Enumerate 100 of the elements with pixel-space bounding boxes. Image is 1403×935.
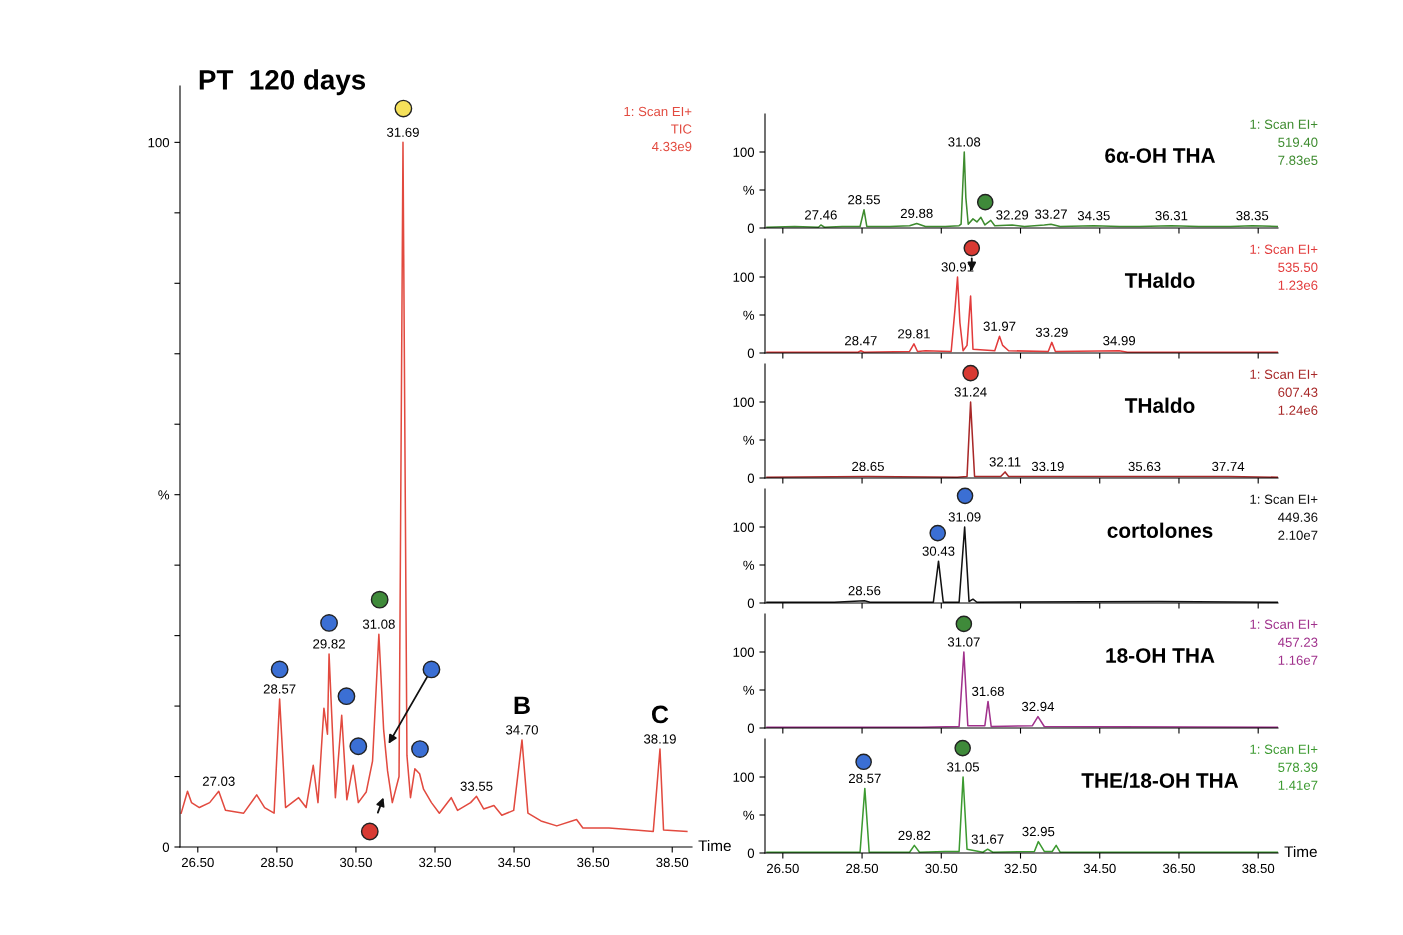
y-tick-label: 0 bbox=[747, 598, 755, 608]
annotation: 36.31 bbox=[1155, 210, 1188, 221]
annotation: 4.33e9 bbox=[651, 141, 692, 152]
annotation: 27.46 bbox=[805, 210, 837, 220]
text: THaldo bbox=[1124, 272, 1195, 288]
annotation: 32.11 bbox=[989, 457, 1021, 467]
annotation: 32.95 bbox=[1022, 826, 1055, 837]
text: cortolones bbox=[1107, 522, 1213, 538]
annotation: 29.82 bbox=[898, 830, 931, 841]
y-tick-label: % bbox=[743, 560, 755, 570]
x-tick-label: 30.50 bbox=[339, 857, 372, 868]
text: 607.43 bbox=[1278, 387, 1318, 397]
y-tick-label: 100 bbox=[733, 647, 755, 657]
x-tick-label: 34.50 bbox=[1083, 863, 1116, 874]
annotation: B bbox=[514, 696, 530, 714]
annotation: 1: Scan EI+ bbox=[1250, 744, 1318, 754]
x-tick-label: 36.50 bbox=[1162, 863, 1195, 874]
text: 578.39 bbox=[1278, 762, 1318, 772]
text: 18-OH THA bbox=[1106, 648, 1215, 663]
annotation: 38.35 bbox=[1236, 210, 1269, 221]
annotation: 28.57 bbox=[848, 773, 881, 784]
annotation: 28.47 bbox=[845, 335, 877, 346]
annotation: 33.27 bbox=[1035, 209, 1067, 219]
y-tick-label: 0 bbox=[162, 842, 170, 852]
annotation: 31.97 bbox=[983, 321, 1016, 331]
y-tick-label: % bbox=[158, 490, 170, 500]
text: 2.10e7 bbox=[1278, 530, 1318, 540]
y-tick-label: % bbox=[743, 435, 755, 445]
annotation: 457.23 bbox=[1277, 637, 1318, 647]
y-tick-label: 100 bbox=[733, 272, 755, 282]
annotation: 28.55 bbox=[848, 195, 880, 205]
annotation: 30.43 bbox=[922, 546, 955, 556]
annotation: 28.56 bbox=[848, 585, 881, 596]
annotation: 34.70 bbox=[505, 725, 538, 735]
annotation: 1: Scan EI+ bbox=[1250, 244, 1318, 254]
annotation: 28.57 bbox=[263, 684, 296, 694]
text: 6α-OH THA bbox=[1105, 148, 1216, 163]
x-tick-label: 36.50 bbox=[577, 857, 610, 868]
y-tick-label: 100 bbox=[733, 147, 755, 157]
y-tick-label: % bbox=[743, 810, 755, 820]
x-tick-label: 26.50 bbox=[181, 857, 214, 868]
annotation: 32.29 bbox=[996, 210, 1029, 220]
annotation: 29.82 bbox=[313, 639, 345, 649]
annotation: 34.99 bbox=[1103, 335, 1136, 346]
x-tick-label: 28.50 bbox=[261, 857, 293, 868]
x-tick-label: 38.50 bbox=[1242, 863, 1275, 874]
y-tick-label: % bbox=[743, 685, 755, 695]
x-tick-label: 34.50 bbox=[498, 857, 531, 868]
y-tick-label: % bbox=[743, 185, 755, 195]
annotation: C bbox=[651, 705, 669, 724]
x-axis-title: Time bbox=[698, 839, 731, 852]
annotation: 1: Scan EI+ bbox=[1250, 119, 1318, 129]
x-tick-label: 30.50 bbox=[925, 863, 958, 874]
text: THE/18-OH THA bbox=[1081, 772, 1239, 789]
annotation: 31.09 bbox=[948, 512, 981, 522]
annotation: 31.68 bbox=[972, 686, 1004, 697]
y-tick-label: 0 bbox=[747, 348, 755, 358]
annotation: 28.65 bbox=[852, 461, 884, 472]
annotation: 31.08 bbox=[362, 619, 395, 629]
annotation: 31.07 bbox=[947, 637, 980, 647]
text: 1.16e7 bbox=[1278, 655, 1318, 665]
annotation: 29.88 bbox=[900, 208, 933, 219]
annotation: 1: Scan EI+ bbox=[1250, 494, 1318, 504]
annotation: 38.19 bbox=[643, 734, 676, 744]
annotation: 1: Scan EI+ bbox=[1250, 369, 1318, 379]
y-tick-label: 100 bbox=[733, 522, 755, 532]
annotation: 31.24 bbox=[954, 387, 987, 397]
text: 1.24e6 bbox=[1278, 405, 1318, 415]
annotation: 33.29 bbox=[1035, 327, 1068, 337]
text: 1.41e7 bbox=[1278, 780, 1318, 790]
annotation: 29.81 bbox=[898, 329, 930, 339]
y-tick-label: 0 bbox=[747, 723, 755, 733]
annotation: 449.36 bbox=[1277, 512, 1318, 522]
chart-title: PT 120 days bbox=[199, 69, 366, 96]
annotation: 27.03 bbox=[202, 776, 235, 786]
x-axis-title: Time bbox=[1284, 845, 1317, 858]
annotation: 1: Scan EI+ bbox=[624, 106, 692, 117]
x-tick-label: 28.50 bbox=[846, 863, 879, 874]
annotation: 31.69 bbox=[386, 127, 419, 137]
annotation: 35.63 bbox=[1128, 461, 1161, 472]
annotation: 33.55 bbox=[460, 781, 493, 791]
annotation: 33.19 bbox=[1031, 461, 1064, 472]
y-tick-label: 0 bbox=[747, 473, 755, 483]
annotation: 31.67 bbox=[971, 834, 1004, 844]
annotation: 31.08 bbox=[948, 137, 981, 147]
text: 519.40 bbox=[1278, 137, 1318, 147]
y-tick-label: 100 bbox=[733, 772, 755, 782]
annotation: TIC bbox=[671, 124, 692, 134]
annotation: 1: Scan EI+ bbox=[1250, 619, 1318, 629]
text: 535.50 bbox=[1278, 262, 1318, 272]
y-tick-label: % bbox=[743, 310, 755, 320]
annotation: 31.05 bbox=[947, 762, 980, 772]
text: 7.83e5 bbox=[1278, 155, 1318, 165]
x-tick-label: 26.50 bbox=[766, 863, 799, 874]
x-tick-label: 32.50 bbox=[419, 857, 452, 868]
y-tick-label: 100 bbox=[148, 137, 170, 148]
annotation: 32.94 bbox=[1021, 701, 1055, 712]
x-tick-label: 38.50 bbox=[656, 857, 689, 868]
text: 1.23e6 bbox=[1278, 280, 1318, 290]
x-tick-label: 32.50 bbox=[1004, 863, 1037, 874]
